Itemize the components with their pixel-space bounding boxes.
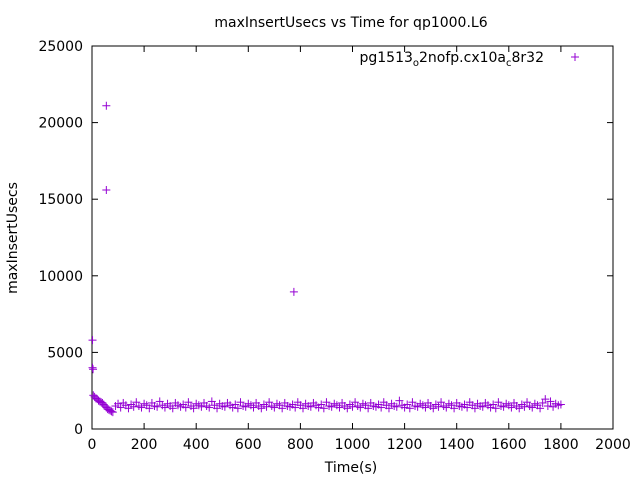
- data-point: [536, 404, 545, 413]
- data-point: [205, 403, 214, 412]
- legend: pg1513o2nofp.cx10ac8r32: [359, 50, 579, 69]
- data-point: [434, 402, 443, 411]
- data-point: [107, 407, 116, 416]
- legend-label-sub1: o: [413, 58, 419, 69]
- data-point: [102, 101, 111, 110]
- data-point: [546, 397, 555, 406]
- data-point: [470, 404, 479, 413]
- data-point: [377, 403, 386, 412]
- x-axis-ticks: 0 200 400 600 800 1000 1200 1400 1600 1800 2000: [88, 46, 631, 453]
- data-point: [299, 404, 308, 413]
- legend-label-base: pg1513: [359, 50, 412, 66]
- data-point: [89, 365, 98, 374]
- plot-frame: [91, 45, 614, 430]
- data-point: [450, 404, 459, 413]
- data-point: [556, 400, 565, 409]
- chart-title: maxInsertUsecs vs Time for qp1000.L6: [214, 15, 487, 31]
- data-point: [421, 403, 430, 412]
- x-tick-label: 0: [88, 437, 97, 453]
- x-tick-label: 400: [183, 437, 210, 453]
- data-point: [289, 287, 298, 296]
- data-point: [543, 402, 552, 411]
- data-point: [168, 404, 177, 413]
- legend-label-sub2: c: [506, 58, 512, 69]
- y-tick-label: 10000: [38, 269, 83, 285]
- legend-entry-label: pg1513o2nofp.cx10ac8r32: [359, 50, 544, 69]
- x-tick-label: 800: [287, 437, 314, 453]
- data-point: [129, 402, 138, 411]
- legend-marker-symbol: [571, 53, 579, 61]
- x-tick-label: 1600: [491, 437, 527, 453]
- data-point: [278, 404, 287, 413]
- x-axis-label: Time(s): [324, 460, 377, 476]
- data-point: [181, 403, 190, 412]
- data-point: [463, 403, 472, 412]
- data-point: [88, 336, 97, 345]
- legend-marker: [571, 53, 579, 61]
- data-point: [116, 403, 125, 412]
- data-point: [319, 404, 328, 413]
- y-axis-label: maxInsertUsecs: [5, 182, 21, 294]
- data-point: [88, 363, 97, 372]
- data-point: [384, 404, 393, 413]
- data-point: [491, 404, 500, 413]
- data-point: [213, 404, 222, 413]
- data-point: [405, 404, 414, 413]
- legend-label-end: 8r32: [512, 50, 544, 66]
- data-point: [335, 403, 344, 412]
- y-tick-label: 25000: [38, 39, 83, 55]
- x-tick-label: 2000: [595, 437, 631, 453]
- x-tick-label: 1800: [543, 437, 579, 453]
- data-point: [520, 402, 529, 411]
- x-tick-label: 1000: [335, 437, 371, 453]
- x-tick-label: 200: [131, 437, 158, 453]
- data-point: [249, 403, 258, 412]
- data-point: [348, 402, 357, 411]
- y-tick-label: 5000: [47, 345, 83, 361]
- data-point: [262, 402, 271, 411]
- y-tick-label: 20000: [38, 116, 83, 132]
- data-point: [291, 403, 300, 412]
- y-axis-ticks: 0 5000 10000 15000 20000 25000: [38, 39, 613, 438]
- data-point: [153, 402, 162, 411]
- data-point: [507, 403, 516, 412]
- scatter-points: [88, 101, 565, 417]
- y-tick-label: 0: [74, 422, 83, 438]
- data-point: [233, 404, 242, 413]
- data-point: [541, 395, 550, 404]
- legend-label-mid: 2nofp.cx10a: [419, 50, 506, 66]
- data-point: [102, 186, 111, 195]
- data-point: [364, 404, 373, 413]
- data-point: [108, 408, 117, 417]
- y-tick-label: 15000: [38, 192, 83, 208]
- data-point: [189, 404, 198, 413]
- data-point: [395, 396, 404, 405]
- x-tick-label: 600: [235, 437, 262, 453]
- x-tick-label: 1400: [439, 437, 475, 453]
- data-point: [392, 402, 401, 411]
- x-tick-label: 1200: [387, 437, 423, 453]
- data-point: [145, 404, 154, 413]
